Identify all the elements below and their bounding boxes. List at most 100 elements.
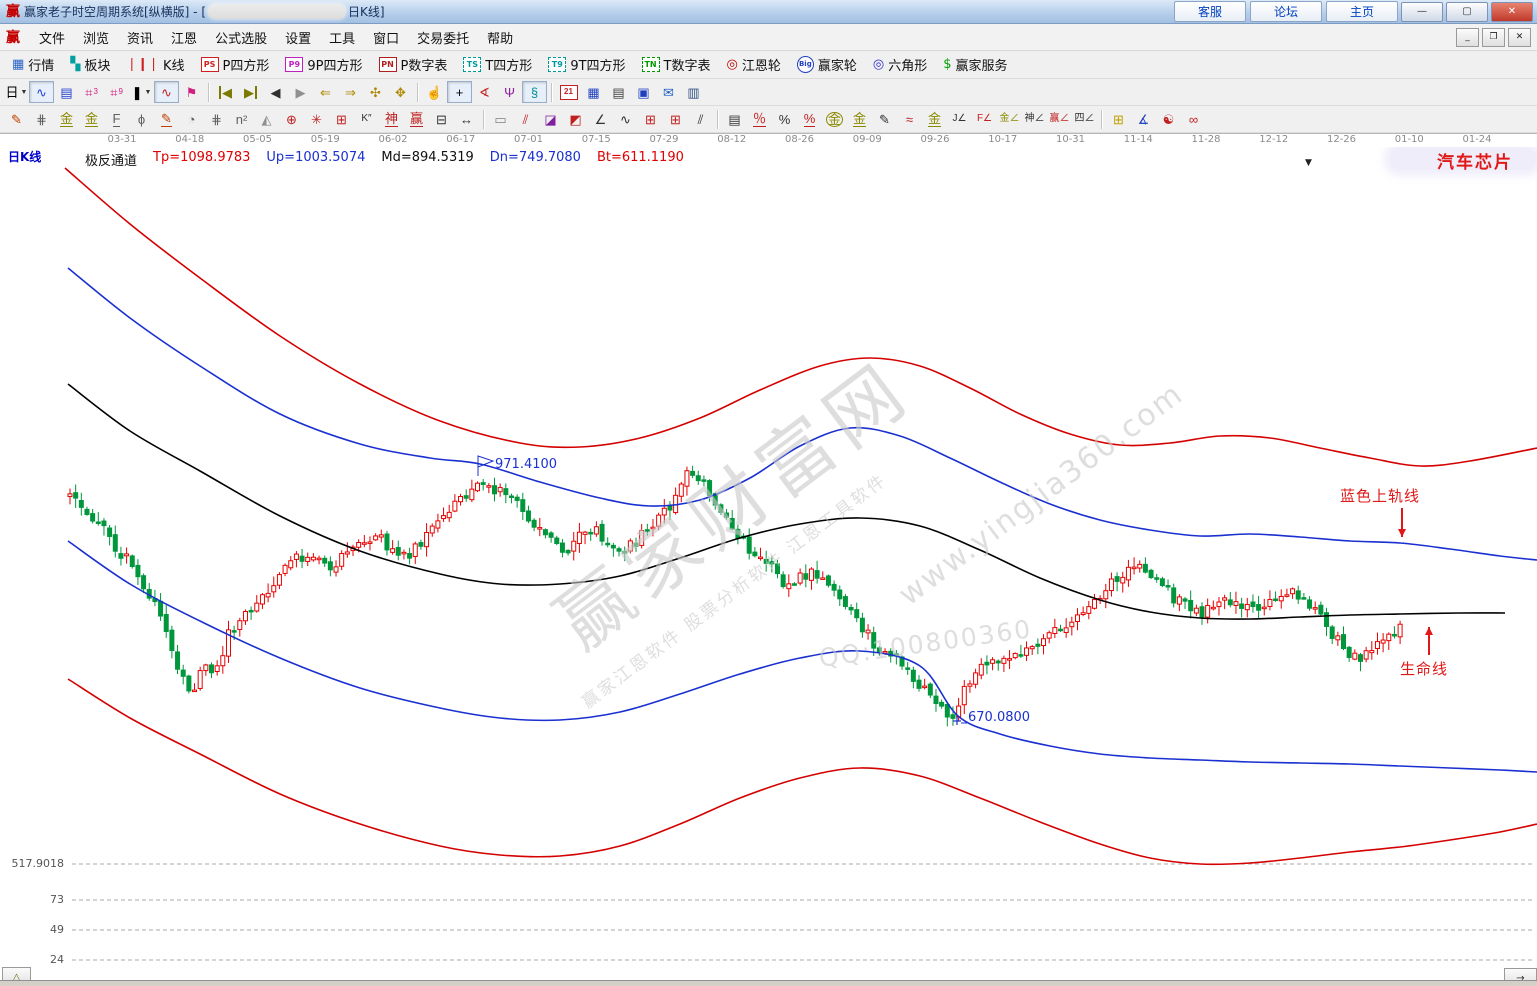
draw-k-mark[interactable]: K″ (354, 108, 379, 130)
menu-item-2[interactable]: 资讯 (127, 31, 154, 47)
toolbar-button-t-square[interactable]: TS T四方形 (455, 52, 540, 77)
toolbar-button-9t-square[interactable]: T9 9T四方形 (540, 52, 633, 77)
tool-cycle-tool[interactable]: § (522, 81, 547, 103)
draw-j-angle[interactable]: J∠ (947, 108, 972, 130)
draw-grid-123[interactable]: ⊟ (429, 108, 454, 130)
close-button[interactable]: ✕ (1491, 1, 1533, 22)
minimize-button[interactable]: — (1401, 1, 1443, 22)
draw-f-angle[interactable]: F∠ (972, 108, 997, 130)
toolbar-button-9p-square[interactable]: P9 9P四方形 (277, 52, 370, 77)
draw-yinyang[interactable]: ☯ (1156, 108, 1181, 130)
tool-bars-3[interactable]: ⌗ 3 (79, 81, 104, 103)
tool-report-view[interactable]: ▤ (54, 81, 79, 103)
mdi-minimize-button[interactable]: _ (1456, 27, 1479, 47)
draw-percent[interactable]: % (772, 108, 797, 130)
draw-fib-lines[interactable]: F (104, 108, 129, 130)
draw-mini-chart[interactable]: ∡ (1131, 108, 1156, 130)
tool-save[interactable]: ▣ (631, 81, 656, 103)
draw-win-lines[interactable]: 赢 (404, 108, 429, 130)
tool-remote-pc[interactable]: ▥ (681, 81, 706, 103)
tool-shift-left[interactable]: ⇐ (313, 81, 338, 103)
draw-rect-tool[interactable]: ▭ (488, 108, 513, 130)
draw-four-angle[interactable]: 四∠ (1072, 108, 1097, 130)
scroll-left-button[interactable]: △ (2, 967, 31, 980)
tool-gann-tool[interactable]: Ψ (497, 81, 522, 103)
draw-gold-under[interactable]: 金 (922, 108, 947, 130)
toolbar-button-hexagon[interactable]: ◎ 六角形 (865, 52, 935, 77)
draw-angle-fan[interactable]: ∠ (588, 108, 613, 130)
draw-n-square[interactable]: n² (229, 108, 254, 130)
draw-time-lines[interactable]: ⋕ (204, 108, 229, 130)
draw-fan-box2[interactable]: ◩ (563, 108, 588, 130)
draw-ray-burst[interactable]: ✳ (304, 108, 329, 130)
draw-angle-ruler[interactable]: ◭ (254, 108, 279, 130)
tool-zoom-vertical[interactable]: ✣ (363, 81, 388, 103)
menu-item-7[interactable]: 窗口 (373, 31, 400, 47)
draw-width-measure[interactable]: ↔ (454, 108, 479, 130)
tool-crosshair[interactable]: + (447, 81, 472, 103)
draw-price-lines[interactable]: ⋕ (29, 108, 54, 130)
draw-gann-grid2[interactable]: ⊞ (663, 108, 688, 130)
tool-prev-page[interactable]: ◀ (263, 81, 288, 103)
draw-zigzag-tool[interactable]: ∿ (613, 108, 638, 130)
menu-item-4[interactable]: 公式选股 (215, 31, 268, 47)
menu-item-1[interactable]: 浏览 (83, 31, 110, 47)
tool-mail[interactable]: ✉ (656, 81, 681, 103)
menu-item-8[interactable]: 交易委托 (417, 31, 470, 47)
tool-last-page[interactable]: ▶ (238, 81, 263, 103)
tool-angle-tool[interactable]: ∢ (472, 81, 497, 103)
draw-gold-angle[interactable]: 金∠ (997, 108, 1022, 130)
toolbar-button-p-table[interactable]: PN P数字表 (371, 52, 456, 77)
tool-curve-red[interactable]: ∿ (154, 81, 179, 103)
draw-gua-table[interactable]: ▤ (722, 108, 747, 130)
draw-pen-lines[interactable]: ✎ (154, 108, 179, 130)
tool-period-daily[interactable]: 日 ▼ (4, 81, 29, 103)
draw-gann-grid[interactable]: ⊞ (638, 108, 663, 130)
tool-curve-blue[interactable]: ∿ (29, 81, 54, 103)
draw-pen-mark[interactable]: ✎ (872, 108, 897, 130)
toolbar-button-winner-service[interactable]: $ 赢家服务 (935, 52, 1015, 77)
draw-gold-circle[interactable]: 金 (822, 108, 847, 130)
menu-item-6[interactable]: 工具 (329, 31, 356, 47)
titlebar-button-0[interactable]: 客服 (1174, 1, 1246, 22)
titlebar-button-1[interactable]: 论坛 (1250, 1, 1322, 22)
draw-parallel-lines[interactable]: ⫽ (688, 108, 713, 130)
draw-time-circle[interactable]: ◔ (179, 108, 204, 130)
draw-fan-box[interactable]: ◪ (538, 108, 563, 130)
tool-notepad[interactable]: ▤ (606, 81, 631, 103)
menu-item-3[interactable]: 江恩 (171, 31, 198, 47)
scroll-right-button[interactable]: → (1504, 968, 1537, 980)
draw-fan-rays[interactable]: ⫽ (513, 108, 538, 130)
tool-next-page[interactable]: ▶ (288, 81, 313, 103)
draw-gold-wave[interactable]: ≈ (897, 108, 922, 130)
maximize-button[interactable]: ▢ (1446, 1, 1488, 22)
menu-item-5[interactable]: 设置 (285, 31, 312, 47)
toolbar-button-sectors[interactable]: ▚ 板块 (62, 52, 118, 77)
tool-trend-flag[interactable]: ⚑ (179, 81, 204, 103)
draw-gold-section-lines[interactable]: 金 (54, 108, 79, 130)
tool-bars-9[interactable]: ⌗ 9 (104, 81, 129, 103)
draw-circle-cross[interactable]: ⊕ (279, 108, 304, 130)
tool-candle-style[interactable]: ❚ ▼ (129, 81, 154, 103)
tool-zoom-all[interactable]: ✥ (388, 81, 413, 103)
tool-shift-right[interactable]: ⇒ (338, 81, 363, 103)
draw-draw-pen[interactable]: ✎ (4, 108, 29, 130)
toolbar-button-gann-wheel[interactable]: ◎ 江恩轮 (718, 52, 788, 77)
toolbar-button-winner-wheel[interactable]: Big 赢家轮 (789, 52, 865, 77)
titlebar-button-2[interactable]: 主页 (1326, 1, 1398, 22)
tool-calendar[interactable]: 21 (556, 81, 581, 103)
draw-percent-line[interactable]: ％ (747, 108, 772, 130)
mdi-close-button[interactable]: ✕ (1508, 27, 1531, 47)
draw-gold-section-lines2[interactable]: 金 (79, 108, 104, 130)
draw-percent-under[interactable]: % (797, 108, 822, 130)
toolbar-button-quotes[interactable]: ▦ 行情 (4, 52, 62, 77)
tool-calculator[interactable]: ▦ (581, 81, 606, 103)
draw-infinity[interactable]: ∞ (1181, 108, 1206, 130)
mdi-restore-button[interactable]: ❐ (1482, 27, 1505, 47)
draw-gold-bars[interactable]: 金 (847, 108, 872, 130)
toolbar-button-kline[interactable]: ❘❙❘ K线 (118, 52, 192, 77)
draw-shen-angle[interactable]: 神∠ (1022, 108, 1047, 130)
draw-spiral-tool[interactable]: ϕ (129, 108, 154, 130)
toolbar-button-t-table[interactable]: TN T数字表 (634, 52, 719, 77)
tool-hand-tool[interactable]: ☝ (422, 81, 447, 103)
